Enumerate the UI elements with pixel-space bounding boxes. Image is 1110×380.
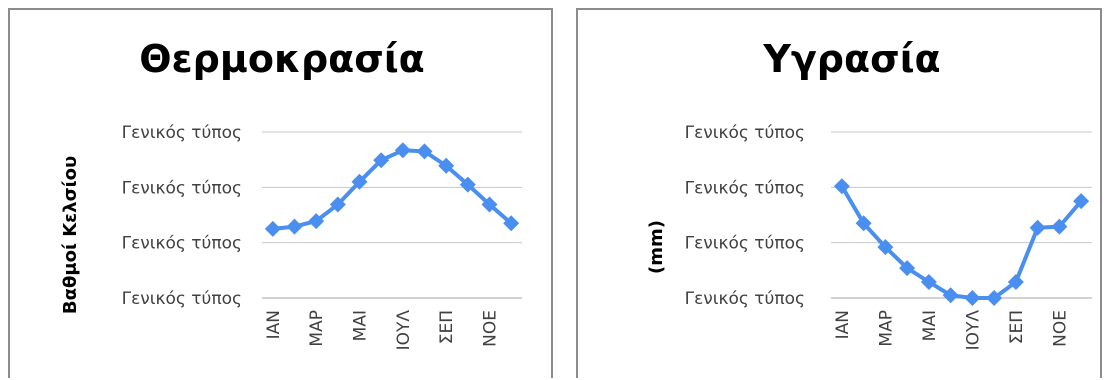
y-tick-label: Γενικός τύπος (685, 289, 805, 309)
data-point-marker (1007, 273, 1024, 290)
data-point-marker (942, 287, 959, 304)
data-point-marker (833, 178, 850, 195)
y-tick-label: Γενικός τύπος (122, 178, 242, 198)
x-tick-label: ΝΟΕ (481, 310, 501, 347)
y-tick-label: Γενικός τύπος (122, 123, 242, 143)
x-tick-label: ΙΟΥΛ (963, 310, 983, 351)
y-tick-label: Γενικός τύπος (685, 123, 805, 143)
y-tick-label: Γενικός τύπος (685, 178, 805, 198)
x-tick-label: ΣΕΠ (1007, 310, 1027, 344)
humidity-chart-panel: Υγρασία (mm) Γενικός τύπος Γενικός τύπος Γ… (576, 8, 1102, 378)
x-tick-label: ΙΑΝ (264, 310, 284, 339)
data-point-marker (264, 220, 281, 237)
y-tick-label: Γενικός τύπος (122, 289, 242, 309)
data-point-marker (899, 260, 916, 277)
data-point-marker (986, 290, 1003, 306)
data-point-marker (920, 273, 937, 290)
x-tick-label: ΜΑΡ (876, 310, 896, 347)
y-tick-label: Γενικός τύπος (122, 234, 242, 254)
x-tick-label: ΣΕΠ (437, 310, 457, 344)
data-point-marker (481, 196, 498, 213)
series-line (272, 148, 513, 231)
x-tick-label: ΙΟΥΛ (394, 310, 414, 351)
chart-title: Θερμοκρασία (139, 37, 425, 81)
data-point-marker (438, 157, 455, 174)
y-axis-label: Βαθμοί Κελσίου (60, 156, 81, 314)
data-point-marker (351, 173, 368, 190)
series-line (840, 185, 1083, 300)
y-axis-label: (mm) (646, 220, 667, 274)
data-point-marker (416, 143, 433, 160)
data-point-marker (459, 176, 476, 193)
x-tick-label: ΜΑΡ (307, 310, 327, 347)
temperature-chart-panel: Θερμοκρασία Βαθμοί Κελσίου Γενικός τύπος… (8, 8, 553, 378)
y-tick-label: Γενικός τύπος (685, 234, 805, 254)
humidity-chart: Υγρασία (mm) Γενικός τύπος Γενικός τύπος Γ… (646, 37, 1092, 351)
data-point-marker (329, 196, 346, 213)
x-tick-label: ΜΑΙ (920, 310, 940, 341)
data-point-marker (1029, 219, 1046, 236)
temperature-chart: Θερμοκρασία Βαθμοί Κελσίου Γενικός τύπος… (60, 37, 522, 351)
x-tick-label: ΜΑΙ (351, 310, 371, 341)
data-point-marker (855, 215, 872, 232)
x-tick-label: ΙΑΝ (833, 310, 853, 339)
chart-title: Υγρασία (762, 37, 940, 81)
data-point-marker (394, 142, 411, 159)
x-tick-label: ΝΟΕ (1050, 310, 1070, 347)
data-point-marker (308, 213, 325, 230)
data-point-marker (1073, 193, 1090, 210)
data-point-marker (877, 239, 894, 256)
data-point-marker (964, 290, 981, 306)
data-point-marker (286, 218, 303, 235)
data-point-marker (1051, 218, 1068, 235)
data-point-marker (503, 215, 520, 232)
data-point-marker (373, 152, 390, 169)
